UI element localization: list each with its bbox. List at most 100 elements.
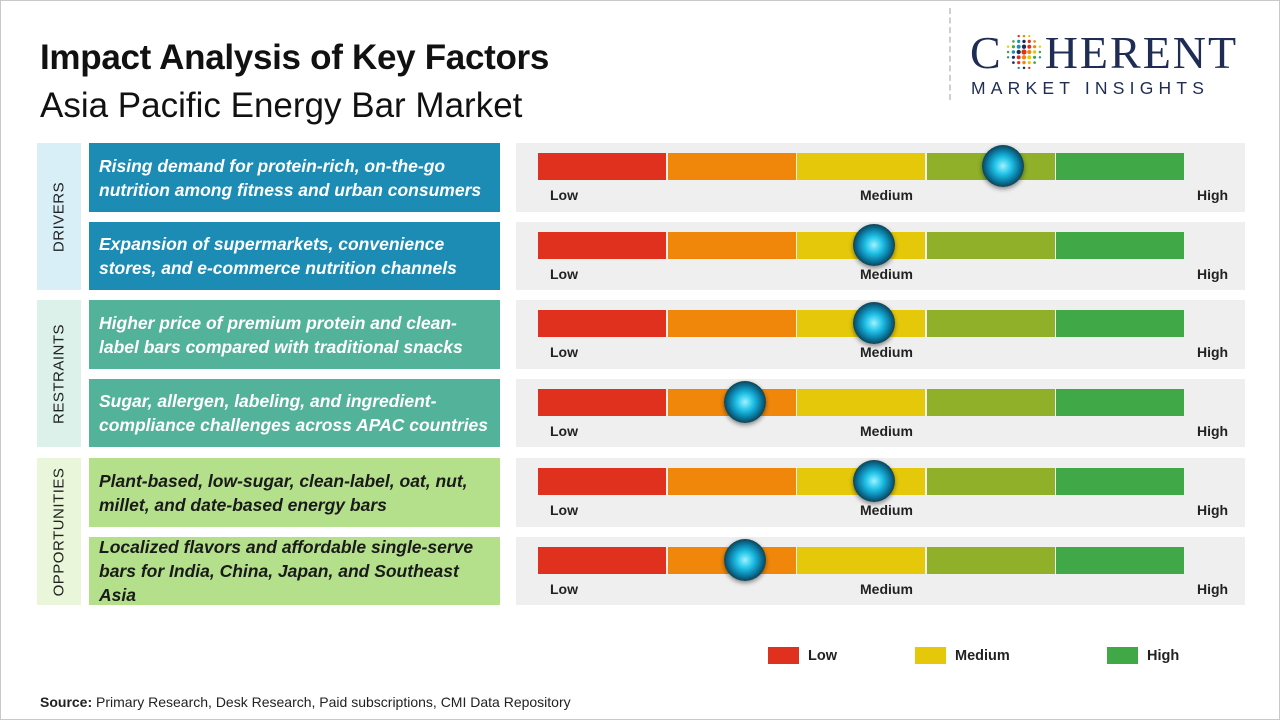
logo-dot — [1011, 50, 1015, 54]
impact-gauge: Low Medium High — [516, 458, 1245, 527]
gauge-segment-olive — [926, 468, 1055, 495]
gauge-segment-olive — [926, 310, 1055, 337]
category-label: RESTRAINTS — [50, 323, 68, 424]
gauge-label-low: Low — [550, 423, 578, 439]
factor-text: Localized flavors and affordable single-… — [89, 537, 500, 605]
logo-tagline: MARKET INSIGHTS — [971, 78, 1210, 98]
logo-dot — [1021, 44, 1026, 49]
impact-marker — [982, 145, 1025, 187]
source-text: Primary Research, Desk Research, Paid su… — [92, 694, 571, 710]
logo-dot — [1027, 44, 1031, 49]
logo-dot — [1021, 55, 1026, 60]
gauge-segment-green — [1056, 232, 1184, 259]
logo-dot — [1021, 60, 1026, 65]
gauge-label-low: Low — [550, 502, 578, 518]
factor-text: Expansion of supermarkets, convenience s… — [89, 222, 500, 290]
gauge-label-medium: Medium — [860, 581, 913, 597]
impact-marker — [852, 224, 895, 266]
chart-title: Impact Analysis of Key Factors — [40, 38, 550, 77]
impact-marker — [723, 539, 766, 581]
legend-label: Low — [808, 647, 837, 664]
logo-dot — [1032, 61, 1036, 64]
gauge-segment-red — [538, 232, 666, 259]
impact-gauge: Low Medium High — [516, 143, 1245, 212]
gauge-segment-green — [1056, 389, 1184, 416]
gauge-label-high: High — [1197, 266, 1229, 282]
logo-wordmark: C HERENT — [970, 28, 1238, 78]
logo-dot — [1021, 39, 1026, 44]
gauge-segment-red — [538, 547, 666, 574]
impact-marker — [723, 381, 766, 423]
logo-dot — [1011, 61, 1015, 64]
logo-dot — [1016, 49, 1021, 55]
impact-gauge: Low Medium High — [516, 537, 1245, 605]
logo-dot — [1016, 39, 1020, 43]
logo-dot — [1038, 45, 1041, 48]
gauge-label-medium: Medium — [860, 266, 913, 282]
gauge-segment-yellow — [797, 547, 925, 574]
factor-text: Rising demand for protein-rich, on-the-g… — [89, 143, 500, 212]
legend-label: High — [1147, 647, 1180, 664]
gauge-label-high: High — [1197, 502, 1229, 518]
logo-dot — [1032, 45, 1036, 49]
category-opportunities: OPPORTUNITIES — [37, 458, 81, 605]
chart-subtitle: Asia Pacific Energy Bar Market — [40, 86, 523, 125]
logo-dot — [1038, 56, 1041, 59]
impact-gauge: Low Medium High — [516, 300, 1245, 369]
legend-swatch — [768, 647, 799, 664]
logo-dot — [1027, 39, 1031, 43]
gauge-segment-yellow — [797, 153, 925, 180]
logo-letters-rest: HERENT — [1044, 27, 1239, 78]
logo-dot — [1006, 45, 1009, 48]
gauge-label-medium: Medium — [860, 344, 913, 360]
gauge-label-high: High — [1197, 423, 1229, 439]
impact-gauge: Low Medium High — [516, 379, 1245, 447]
logo-dots-icon — [1006, 34, 1041, 70]
logo-letter-c: C — [970, 27, 1003, 78]
source-note: Source: Primary Research, Desk Research,… — [40, 694, 571, 710]
gauge-label-low: Low — [550, 581, 578, 597]
gauge-segment-orange — [667, 468, 796, 495]
factor-text: Plant-based, low-sugar, clean-label, oat… — [89, 458, 500, 527]
gauge-segment-orange — [667, 310, 796, 337]
logo-dot — [1022, 66, 1025, 70]
gauge-label-low: Low — [550, 344, 578, 360]
factor-text: Higher price of premium protein and clea… — [89, 300, 500, 369]
logo-divider — [949, 8, 951, 100]
gauge-segment-green — [1056, 310, 1184, 337]
gauge-label-medium: Medium — [860, 502, 913, 518]
legend-low: Low — [768, 647, 837, 664]
source-label: Source: — [40, 694, 93, 710]
impact-marker — [852, 302, 895, 344]
logo-dot — [1011, 45, 1015, 49]
logo-dot — [1032, 40, 1036, 43]
logo-dot — [1011, 40, 1015, 43]
logo-dot — [1027, 34, 1031, 38]
factor-text: Sugar, allergen, labeling, and ingredien… — [89, 379, 500, 447]
logo-dot — [1017, 66, 1020, 70]
gauge-segment-red — [538, 153, 666, 180]
category-restraints: RESTRAINTS — [37, 300, 81, 447]
gauge-label-low: Low — [550, 266, 578, 282]
gauge-label-high: High — [1197, 187, 1229, 203]
gauge-label-low: Low — [550, 187, 578, 203]
logo-dot — [1016, 44, 1021, 49]
logo-dot — [1027, 61, 1031, 65]
impact-marker — [852, 460, 895, 502]
gauge-segment-orange — [667, 232, 796, 259]
logo-dot — [1021, 49, 1027, 55]
legend-swatch — [1107, 647, 1138, 664]
logo-dot — [1038, 50, 1041, 54]
gauge-segment-green — [1056, 153, 1184, 180]
gauge-label-medium: Medium — [860, 423, 913, 439]
gauge-segment-red — [538, 389, 666, 416]
impact-gauge: Low Medium High — [516, 222, 1245, 290]
legend-label: Medium — [955, 647, 1010, 664]
gauge-label-high: High — [1197, 581, 1229, 597]
gauge-segment-green — [1056, 468, 1184, 495]
gauge-segment-olive — [926, 547, 1055, 574]
logo-dot — [1032, 55, 1036, 59]
legend-swatch — [915, 647, 946, 664]
gauge-segment-green — [1056, 547, 1184, 574]
category-label: DRIVERS — [50, 181, 68, 252]
